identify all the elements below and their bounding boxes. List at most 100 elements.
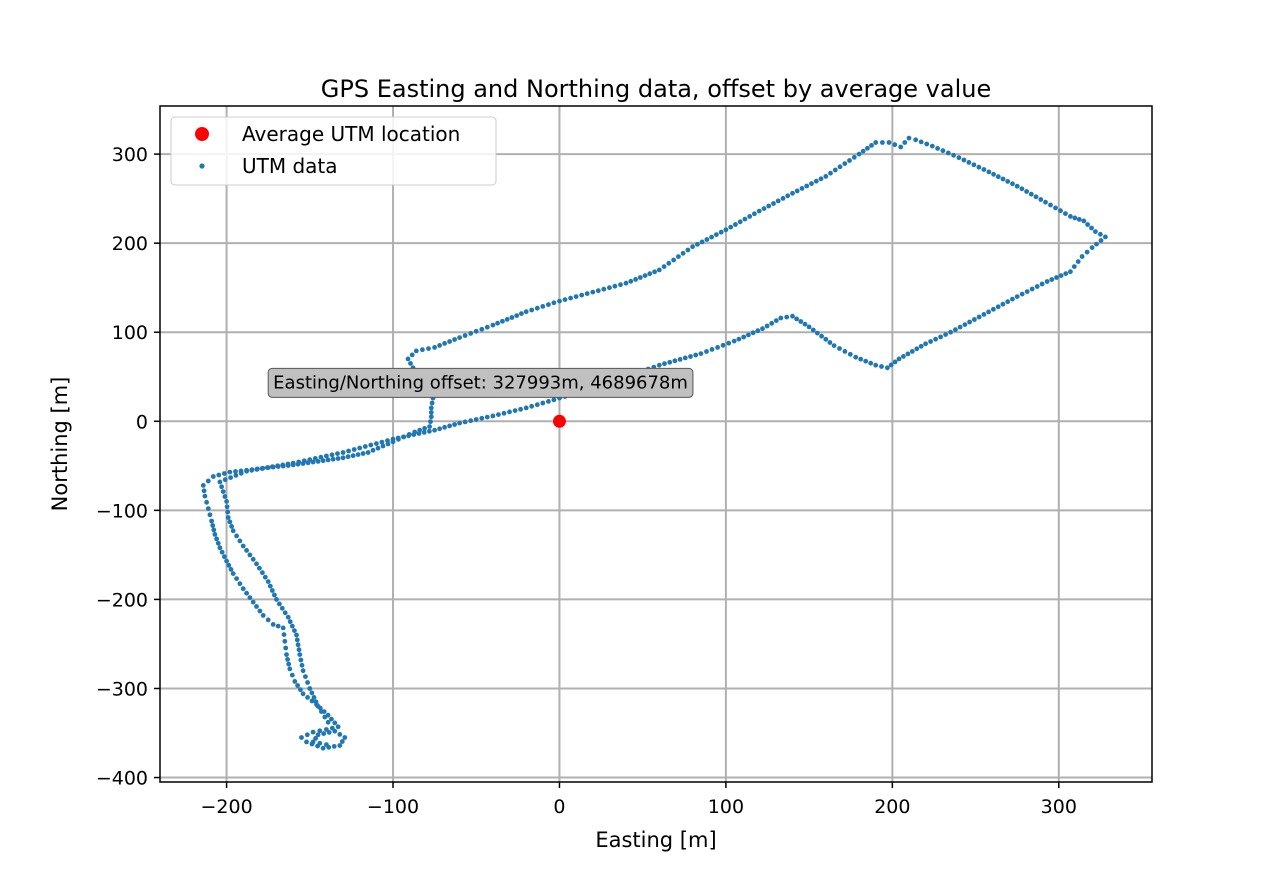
utm-data-point (1063, 271, 1069, 276)
utm-data-point (905, 351, 911, 357)
utm-data-point (756, 208, 762, 214)
utm-data-point (303, 674, 308, 679)
utm-data-point (847, 158, 852, 163)
utm-data-point (233, 473, 239, 478)
utm-data-point (766, 203, 772, 209)
utm-data-point (233, 469, 238, 474)
utm-data-point (269, 588, 275, 593)
utm-data-point (395, 435, 401, 441)
utm-data-point (666, 260, 672, 266)
utm-data-point (337, 743, 343, 748)
utm-data-point (224, 504, 230, 510)
utm-data-point (860, 148, 866, 154)
utm-data-point (428, 414, 434, 420)
utm-data-point (785, 193, 791, 199)
utm-data-point (250, 556, 256, 562)
utm-data-point (737, 219, 743, 225)
utm-data-point (1081, 218, 1087, 224)
utm-data-point (310, 459, 316, 465)
utm-data-point (479, 326, 485, 332)
utm-data-point (906, 135, 912, 141)
utm-data-point (601, 286, 607, 292)
utm-data-point (277, 601, 282, 607)
utm-data-point (274, 597, 279, 602)
utm-data-point (1039, 281, 1045, 287)
utm-data-point (976, 314, 982, 320)
x-axis-label: Easting [m] (595, 828, 716, 852)
utm-data-point (1000, 176, 1006, 182)
utm-data-point (512, 408, 518, 413)
utm-data-point (1029, 286, 1035, 292)
utm-data-point (863, 358, 869, 364)
utm-data-point (755, 328, 761, 334)
utm-data-point (981, 167, 987, 172)
utm-data-point (773, 318, 779, 323)
utm-data-point (315, 743, 320, 749)
utm-data-point (282, 638, 288, 644)
utm-data-point (210, 474, 216, 479)
utm-data-point (672, 358, 678, 364)
utm-data-point (1024, 189, 1029, 194)
utm-data-point (283, 645, 289, 651)
utm-data-point (704, 349, 709, 354)
utm-data-point (275, 463, 280, 469)
utm-data-point (690, 244, 695, 250)
utm-data-point (321, 731, 327, 736)
utm-data-point (1089, 245, 1095, 251)
utm-data-point (1098, 238, 1104, 243)
utm-data-point (432, 345, 437, 350)
utm-data-point (1094, 241, 1099, 247)
utm-data-point (375, 445, 381, 451)
utm-data-point (201, 488, 207, 494)
utm-data-point (1063, 211, 1068, 217)
utm-data-point (225, 515, 231, 520)
chart-title: GPS Easting and Northing data, offset by… (321, 75, 991, 103)
utm-data-point (413, 348, 419, 354)
utm-data-point (804, 183, 810, 189)
utm-data-point (209, 518, 215, 524)
utm-data-point (945, 150, 951, 156)
utm-data-point (856, 151, 862, 157)
utm-data-point (723, 227, 729, 233)
utm-data-point (918, 139, 924, 145)
axes (154, 105, 1153, 788)
legend-marker-utm (199, 163, 205, 169)
utm-data-point (948, 329, 953, 335)
utm-data-point (961, 157, 967, 163)
utm-data-point (880, 140, 885, 145)
utm-data-point (329, 725, 335, 731)
utm-data-point (202, 493, 208, 499)
utm-data-point (628, 278, 634, 284)
utm-data-point (951, 152, 956, 158)
utm-data-point (847, 351, 853, 357)
utm-data-point (827, 340, 833, 345)
utm-data-point (244, 548, 250, 553)
utm-data-point (222, 494, 228, 499)
utm-data-point (529, 403, 535, 409)
utm-data-point (928, 339, 933, 344)
utm-data-point (995, 304, 1001, 310)
utm-data-point (335, 451, 340, 456)
utm-data-point (518, 406, 523, 412)
utm-data-point (1019, 186, 1025, 192)
utm-data-point (693, 352, 699, 358)
utm-data-point (495, 320, 500, 326)
utm-data-point (746, 332, 751, 338)
utm-data-point (507, 409, 512, 415)
utm-data-point (340, 450, 346, 455)
utm-data-point (437, 426, 442, 432)
utm-data-point (726, 340, 732, 346)
utm-data-point (287, 619, 293, 625)
utm-data-point (309, 741, 315, 747)
utm-data-point (842, 349, 848, 354)
utm-data-point (265, 579, 271, 584)
utm-data-point (943, 332, 948, 337)
utm-data-point (315, 459, 321, 464)
utm-data-point (405, 356, 411, 362)
utm-data-point (709, 347, 715, 352)
utm-data-point (851, 154, 857, 160)
utm-data-point (1068, 214, 1073, 219)
utm-data-point (312, 456, 318, 461)
utm-data-point (1058, 273, 1064, 278)
plot-frame (159, 105, 1153, 783)
